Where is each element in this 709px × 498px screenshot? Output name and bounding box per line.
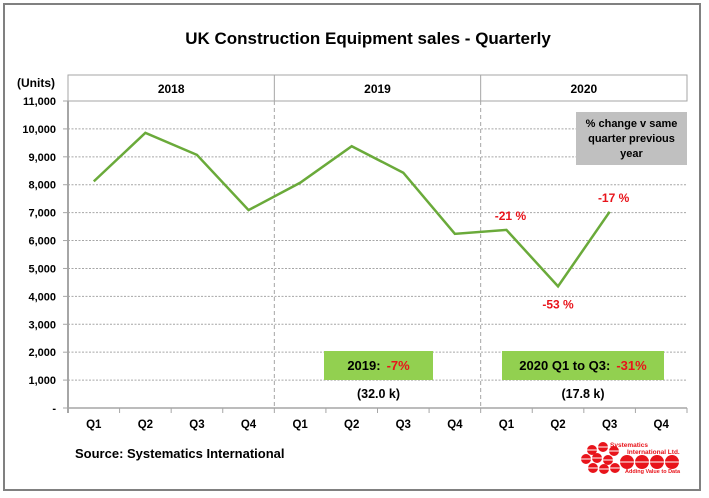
x-tick-label: Q4: [654, 419, 670, 431]
y-tick-label: 5,000: [28, 263, 56, 275]
summary-2019-label: 2019:: [347, 358, 380, 373]
x-tick-label: Q3: [602, 419, 617, 431]
x-tick-label: Q2: [138, 419, 153, 431]
x-tick-label: Q2: [550, 419, 565, 431]
x-tick-label: Q3: [396, 419, 411, 431]
year-header-band: [67, 74, 688, 102]
summary-box-2020-text: 2020 Q1 to Q3: -31%: [519, 358, 647, 373]
y-tick-label: 6,000: [28, 236, 56, 248]
logo-circles-icon: [581, 442, 679, 474]
x-tick-label: Q4: [241, 419, 257, 431]
systematics-logo: Systematics International Ltd. Adding Va…: [581, 442, 681, 475]
y-tick-label: 9,000: [28, 152, 56, 164]
x-tick-label: Q1: [86, 419, 102, 431]
source-note: Source: Systematics International: [75, 446, 285, 461]
y-axis-unit-label: (Units): [17, 76, 55, 90]
year-label: 2018: [158, 82, 185, 96]
y-tick-label: 11,000: [23, 96, 56, 108]
y-tick-label: 3,000: [28, 319, 56, 331]
legend-note-box: % change v same quarter previous year: [576, 112, 687, 165]
series-layer: [92, 131, 611, 289]
x-tick-label: Q3: [189, 419, 204, 431]
logo-line-2: International Ltd.: [627, 449, 680, 456]
y-tick-label: 4,000: [28, 291, 56, 303]
series-line: [92, 131, 611, 289]
summary-boxes: 2019: -7% (32.0 k) 2020 Q1 to Q3: -31% (17…: [324, 351, 664, 401]
summary-2020-change: -31%: [616, 358, 647, 373]
logo-line-1: Systematics: [610, 442, 648, 449]
chart-title: UK Construction Equipment sales - Quarte…: [185, 29, 551, 48]
x-tick-label: Q1: [499, 419, 515, 431]
x-tick-label: Q2: [344, 419, 359, 431]
summary-box-2020: [502, 351, 664, 380]
y-tick-label: -: [52, 403, 56, 415]
summary-box-2019: [324, 351, 433, 380]
point-annotation-label: -17 %: [598, 191, 630, 205]
y-tick-label: 10,000: [22, 124, 56, 136]
summary-box-2019-text: 2019: -7%: [347, 358, 410, 373]
logo-tagline: Adding Value to Data: [625, 469, 681, 475]
note-line-3: year: [620, 148, 643, 160]
x-tick-label: Q1: [292, 419, 308, 431]
y-tick-label: 8,000: [28, 180, 56, 192]
summary-2019-total: (32.0 k): [357, 387, 400, 401]
x-tick-label: Q4: [447, 419, 463, 431]
point-annotations: -21 % -53 % -17 %: [495, 191, 630, 312]
y-tick-label: 1,000: [28, 375, 56, 387]
point-annotation-label: -53 %: [542, 297, 574, 311]
summary-2019-change: -7%: [387, 358, 411, 373]
year-header-labels: 2018 2019 2020: [158, 75, 598, 101]
point-annotation-label: -21 %: [495, 209, 527, 223]
note-line-1: % change v same: [586, 118, 678, 130]
y-axis-ticks: - 1,000 2,000 3,000 4,000 5,000 6,000 7,000 8,00…: [22, 96, 69, 415]
note-line-2: quarter previous: [588, 133, 675, 145]
y-tick-label: 2,000: [28, 347, 56, 359]
year-label: 2020: [570, 82, 597, 96]
y-tick-label: 7,000: [28, 208, 56, 220]
year-label: 2019: [364, 82, 391, 96]
note-box-bg: [576, 112, 687, 165]
summary-2020-label: 2020 Q1 to Q3:: [519, 358, 610, 373]
summary-2020-total: (17.8 k): [561, 387, 604, 401]
x-axis: Q1 Q2 Q3 Q4 Q1 Q2 Q3 Q4 Q1 Q2 Q3 Q4: [67, 407, 688, 431]
